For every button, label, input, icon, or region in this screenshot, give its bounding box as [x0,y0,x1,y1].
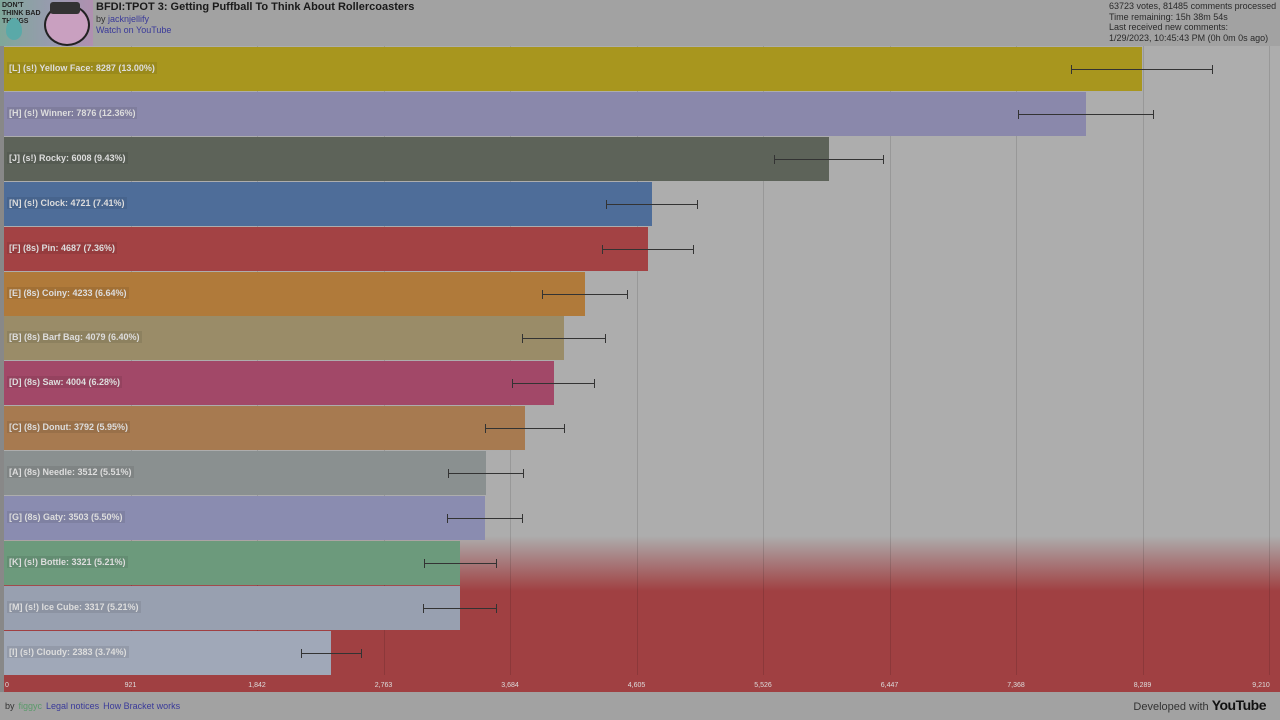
video-title: BFDI:TPOT 3: Getting Puffball To Think A… [96,1,415,13]
developed-with-youtube: Developed with YouTube [1133,697,1266,713]
bar-label: [H] (s!) Winner: 7876 (12.36%) [7,106,138,119]
stats-last-received-time: 1/29/2023, 10:45:43 PM (0h 0m 0s ago) [1109,32,1269,43]
bar[interactable]: [E] (8s) Coiny: 4233 (6.64%) [4,271,586,316]
developed-with-text: Developed with [1133,701,1209,713]
hat [50,2,80,14]
bar[interactable]: [F] (8s) Pin: 4687 (7.36%) [4,226,648,271]
gridline [1142,46,1144,675]
stats-last-received-label: Last received new comments: [1109,22,1229,32]
error-bar [423,558,497,568]
gridline [1016,46,1017,675]
bar-label: [J] (s!) Rocky: 6008 (9.43%) [7,151,128,164]
youtube-logo: YouTube [1211,697,1267,713]
stats-time-remaining: Time remaining: 15h 38m 54s [1109,11,1228,22]
bar-label: [G] (8s) Gaty: 3503 (5.50%) [7,511,125,523]
x-tick-label: 7,368 [1007,682,1025,689]
footer-by: by [5,701,15,711]
bar[interactable]: [L] (s!) Yellow Face: 8287 (13.00%) [4,47,1143,91]
error-bar [522,334,607,344]
error-bar [447,514,524,523]
gridline [510,46,511,675]
by-prefix: by [96,14,106,24]
error-bar [1017,109,1154,119]
bar[interactable]: [G] (8s) Gaty: 3503 (5.50%) [4,496,486,540]
watch-on-youtube-link[interactable]: Watch on YouTube [96,25,172,35]
error-bar [606,199,699,209]
bar[interactable]: [I] (s!) Cloudy: 2383 (3.74%) [4,630,332,675]
bar[interactable]: [N] (s!) Clock: 4721 (7.41%) [4,181,653,226]
bar-label: [D] (8s) Saw: 4004 (6.28%) [7,376,123,389]
bar-label: [C] (8s) Donut: 3792 (5.95%) [7,421,131,434]
figgyc-link[interactable]: figgyc [18,701,43,711]
bar[interactable]: [M] (s!) Ice Cube: 3317 (5.21%) [4,585,460,630]
byline: by jacknjellify [96,14,149,24]
bar-label: [B] (8s) Barf Bag: 4079 (6.40%) [7,331,142,344]
legal-notices-link[interactable]: Legal notices [46,701,100,711]
x-tick-label: 5,526 [754,682,772,689]
gridline [763,46,764,675]
x-tick-label: 8,289 [1133,682,1152,689]
how-bracket-works-link[interactable]: How Bracket works [103,701,181,711]
bar[interactable]: [J] (s!) Rocky: 6008 (9.43%) [4,136,830,181]
gridline [257,46,258,675]
header: DON'T THINK BAD THINGS BFDI:TPOT 3: Gett… [0,0,1280,46]
gridline [889,46,891,675]
bar-label: [I] (s!) Cloudy: 2383 (3.74%) [7,645,129,658]
gridline [636,46,638,675]
x-tick-label: 1,842 [248,682,266,689]
bar[interactable]: [H] (s!) Winner: 7876 (12.36%) [4,91,1086,136]
bar-label: [M] (s!) Ice Cube: 3317 (5.21%) [7,600,141,613]
x-tick-label: 6,447 [880,682,899,689]
error-bar [300,648,362,658]
bar-label: [K] (s!) Bottle: 3321 (5.21%) [7,555,128,568]
bar-label: [F] (8s) Pin: 4687 (7.36%) [7,241,118,254]
bar-label: [L] (s!) Yellow Face: 8287 (13.00%) [7,62,157,74]
y-axis-line [0,46,4,692]
x-tick-label: 0 [5,682,9,689]
bar[interactable]: [A] (8s) Needle: 3512 (5.51%) [4,451,487,496]
bar-label: [E] (8s) Coiny: 4233 (6.64%) [7,286,129,299]
bar-label: [N] (s!) Clock: 4721 (7.41%) [7,196,127,209]
error-bar [542,289,629,299]
x-tick-label: 9,210 [1252,682,1270,689]
bar[interactable]: [B] (8s) Barf Bag: 4079 (6.40%) [4,316,565,361]
x-tick-label: 921 [124,682,137,689]
gridline [1269,46,1270,675]
error-bar [512,379,596,389]
stats-votes: 63723 votes, 81485 comments processed [1109,1,1277,11]
x-tick-label: 2,763 [374,682,393,689]
bar-chart: 0 921 1,842 2,763 3,684 4,605 5,526 6,447 7,368 8… [0,46,1280,692]
x-tick-label: 4,605 [627,682,646,689]
teardrop-character [6,18,22,40]
bar[interactable]: [C] (8s) Donut: 3792 (5.95%) [4,406,525,451]
error-bar [448,469,525,479]
bar[interactable]: [K] (s!) Bottle: 3321 (5.21%) [4,540,461,585]
x-tick-label: 3,684 [501,682,519,689]
bar[interactable]: [D] (8s) Saw: 4004 (6.28%) [4,361,554,406]
footer-links: by figgyc Legal notices How Bracket works [5,701,184,711]
author-link[interactable]: jacknjellify [108,14,150,24]
bar-label: [A] (8s) Needle: 3512 (5.51%) [7,466,134,479]
error-bar [601,244,694,254]
gridline [130,46,132,675]
error-bar [422,603,497,613]
error-bar [484,424,565,434]
error-bar [774,154,885,164]
error-bar [1071,65,1214,74]
gridline [383,46,385,675]
stats: 63723 votes, 81485 comments processed Ti… [1109,1,1276,43]
video-thumbnail[interactable]: DON'T THINK BAD THINGS [0,0,93,46]
